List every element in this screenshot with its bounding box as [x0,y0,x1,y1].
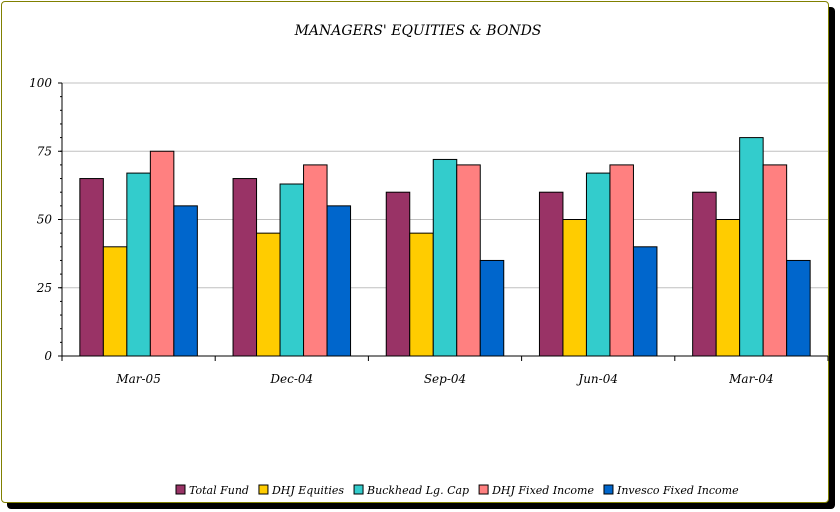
bar-invesco-fixed-income-jun-04 [632,246,658,357]
x-tick-labels: Mar-05 Dec-04 Sep-04 Jun-04 Mar-04 [115,372,773,386]
bar-dhj-fixed-income-dec-04 [303,164,328,357]
legend-label: Invesco Fixed Income [616,484,739,497]
x-tick-label: Dec-04 [269,372,313,386]
bar-buckhead-lg-cap-mar-05 [126,172,151,357]
legend-swatch [478,484,489,495]
bar-dhj-equities-mar-05 [102,246,128,357]
bar-buckhead-lg-cap-jun-04 [585,172,611,357]
bar-invesco-fixed-income-mar-04 [786,259,811,357]
legend-swatch [603,484,614,495]
bar-buckhead-lg-cap-sep-04 [432,158,458,357]
bar-dhj-fixed-income-sep-04 [456,164,481,357]
bar-total-fund-mar-04 [692,191,717,357]
legend-swatch [175,484,186,495]
legend-item: DHJ Equities [258,484,344,497]
legend-swatch [258,484,269,495]
legend-label: Buckhead Lg. Cap [366,484,469,497]
bar-invesco-fixed-income-mar-05 [173,205,198,357]
bar-dhj-equities-sep-04 [409,232,434,357]
bar-dhj-fixed-income-jun-04 [609,164,634,357]
y-tick-label: 0 [44,349,52,363]
y-tick-label: 100 [29,76,52,90]
legend-item: DHJ Fixed Income [478,484,594,497]
bar-total-fund-jun-04 [538,191,564,357]
legend-label: Total Fund [189,484,249,497]
y-tick-label: 25 [36,281,52,295]
bar-total-fund-mar-05 [79,178,104,357]
bar-dhj-equities-dec-04 [256,232,281,357]
bar-dhj-fixed-income-mar-05 [149,150,175,357]
legend-item: Total Fund [175,484,249,497]
bar-dhj-equities-jun-04 [562,219,587,357]
bar-dhj-equities-mar-04 [715,219,741,357]
x-tick-label: Jun-04 [575,372,618,386]
y-tick-label: 75 [37,144,52,158]
y-tick-labels: 0 25 50 75 100 [29,76,52,363]
x-tick-label: Sep-04 [424,372,466,386]
bar-total-fund-sep-04 [385,191,411,357]
bars [79,137,811,357]
legend-label: DHJ Equities [271,484,344,497]
bar-total-fund-dec-04 [232,178,258,357]
legend-item: Invesco Fixed Income [603,484,739,497]
bar-buckhead-lg-cap-mar-04 [739,137,764,357]
x-tick-label: Mar-04 [728,372,774,386]
legend: Total Fund DHJ Equities Buckhead Lg. Cap DH… [175,484,739,497]
legend-label: DHJ Fixed Income [491,484,594,497]
y-tick-label: 50 [37,213,53,227]
bar-invesco-fixed-income-dec-04 [326,205,352,357]
bar-dhj-fixed-income-mar-04 [762,164,788,357]
axes [61,83,829,361]
chart-title: MANAGERS' EQUITIES & BONDS [294,23,542,39]
x-tick-label: Mar-05 [115,372,161,386]
bar-buckhead-lg-cap-dec-04 [279,183,305,357]
legend-swatch [353,484,364,495]
bar-invesco-fixed-income-sep-04 [479,259,505,357]
legend-item: Buckhead Lg. Cap [353,484,469,497]
